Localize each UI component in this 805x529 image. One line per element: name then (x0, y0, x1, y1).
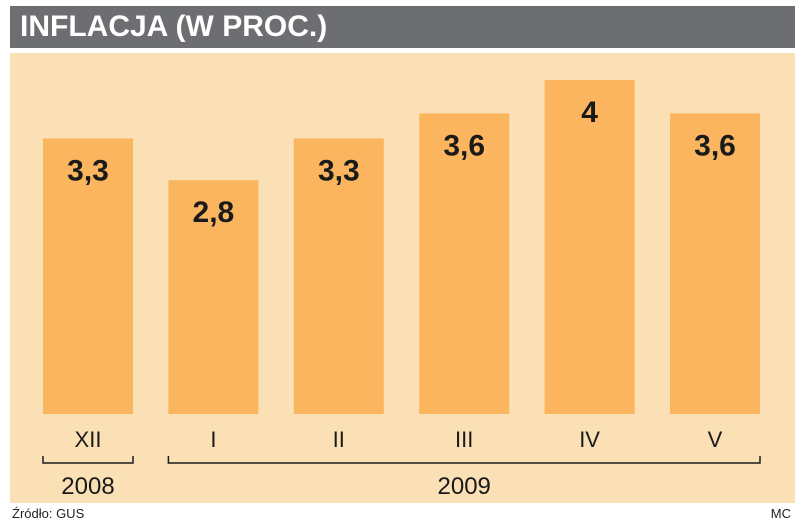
bar-value-label: 4 (581, 96, 598, 129)
chart-panel (10, 53, 795, 503)
bar-value-label: 3,6 (694, 129, 736, 162)
source-note: Źródło: GUS (12, 506, 85, 521)
author-credit: MC (770, 506, 791, 521)
bar-value-label: 3,6 (443, 129, 485, 162)
year-label: 2009 (438, 473, 491, 500)
bar (43, 138, 133, 414)
bar (419, 113, 510, 415)
bar (168, 180, 259, 414)
bar (544, 80, 635, 414)
x-tick-label: IV (579, 427, 600, 452)
x-tick-label: V (708, 427, 723, 452)
year-bracket (42, 456, 134, 464)
bar-value-label: 3,3 (318, 154, 360, 187)
title-bar: INFLACJA (W PROC.) (10, 6, 795, 48)
bar-value-label: 3,3 (67, 154, 109, 187)
chart-title: INFLACJA (W PROC.) (20, 10, 328, 43)
bar (670, 113, 760, 415)
x-tick-label: III (455, 427, 473, 452)
x-tick-label: II (333, 427, 345, 452)
bar (293, 138, 384, 414)
bar-value-label: 2,8 (193, 196, 235, 229)
x-tick-label: I (210, 427, 216, 452)
year-bracket (167, 456, 761, 464)
year-label: 2008 (61, 473, 114, 500)
x-tick-label: XII (75, 427, 102, 452)
